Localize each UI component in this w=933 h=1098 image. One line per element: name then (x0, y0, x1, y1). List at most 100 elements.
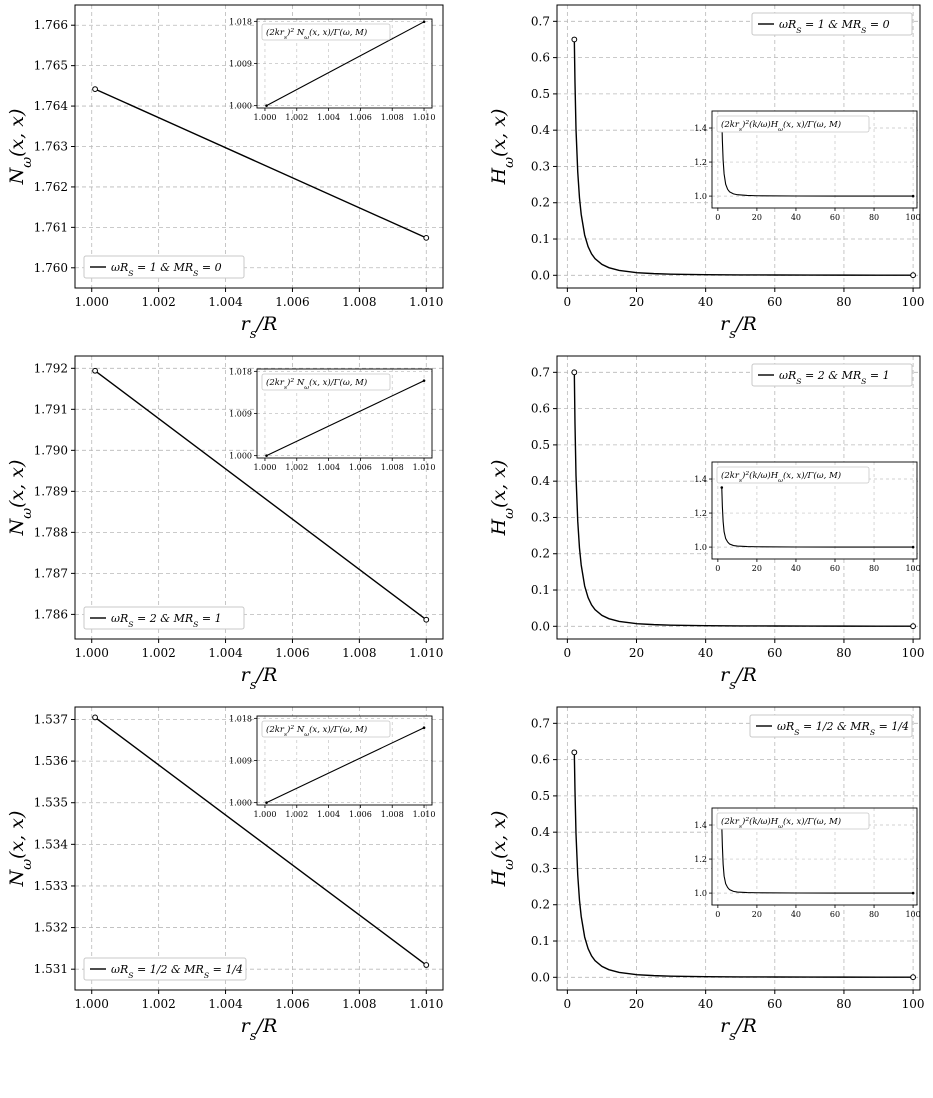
inset-x-tick-label: 100 (905, 910, 920, 919)
inset-legend-label: (2krs)2(k/ω)Hω(x, x)/Γ(ω, M) (721, 470, 841, 484)
x-tick-label: 1.000 (75, 295, 109, 309)
y-tick-label: 1.763 (34, 140, 68, 154)
x-tick-label: 60 (767, 646, 782, 660)
plot-frame (556, 706, 921, 991)
inset-x-tick-label: 0 (715, 564, 720, 573)
panel-H-3: 0 20 40 60 80 100 0.0 0.1 0.2 0.3 0.4 0.5 0.6 0.7 rs/R… (488, 706, 925, 1044)
x-tick-label: 1.008 (342, 295, 376, 309)
x-tick-label: 1.004 (208, 997, 243, 1011)
y-tick-label: 0.3 (531, 861, 550, 875)
y-tick-label: 1.789 (34, 484, 68, 498)
y-tick-label: 0.4 (531, 474, 550, 488)
inset-frame (256, 715, 433, 806)
inset-y-tick-label: 1.2 (694, 158, 707, 167)
inset-y-tick-label: 1.2 (694, 509, 707, 518)
inset-y-tick-label: 1.009 (229, 60, 252, 69)
legend-label: ωRS = 2 & MRS = 1 (111, 612, 222, 629)
y-tick-label: 1.762 (34, 180, 68, 194)
inset-x-tick-label: 0 (715, 213, 720, 222)
inset-x-tick-label: 1.008 (381, 113, 404, 122)
y-tick-label: 1.531 (34, 962, 68, 976)
inset-data-point (911, 891, 915, 895)
data-point (571, 749, 578, 756)
x-axis-label: rs/R (720, 1015, 757, 1044)
inset-data-point (422, 379, 426, 383)
legend: ωRS = 2 & MRS = 1 (83, 606, 245, 630)
data-point (910, 974, 916, 981)
inset-y-tick-label: 1.4 (694, 475, 707, 484)
inset-data-point (720, 486, 724, 489)
inset-x-tick-label: 20 (752, 564, 762, 573)
y-tick-label: 0.2 (531, 547, 550, 561)
y-tick-label: 1.761 (34, 220, 68, 234)
inset-x-tick-label: 1.000 (254, 463, 277, 472)
series-line (94, 88, 427, 239)
data-point (423, 962, 430, 968)
series-line (573, 752, 914, 978)
inset-y-tick-label: 1.2 (694, 855, 707, 864)
x-tick-label: 1.010 (409, 646, 443, 660)
inset-y-tick-label: 1.018 (229, 714, 252, 723)
y-tick-label: 0.5 (531, 438, 550, 452)
x-tick-label: 40 (698, 295, 713, 309)
inset-x-tick-label: 1.010 (413, 463, 436, 472)
inset-x-tick-label: 1.008 (381, 810, 404, 819)
x-tick-label: 1.002 (141, 295, 175, 309)
data-point (92, 714, 98, 721)
inset-legend-box (716, 466, 870, 484)
inset-legend-label: (2krs)2 Nω(x, x)/Γ(ω, M) (266, 377, 367, 391)
inset-x-tick-label: 80 (869, 213, 879, 222)
inset-x-tick-label: 1.010 (413, 113, 436, 122)
x-tick-label: 0 (564, 646, 572, 660)
y-tick-label: 0.0 (531, 268, 550, 282)
inset-y-tick-label: 1.018 (229, 367, 252, 376)
x-tick-label: 60 (767, 295, 782, 309)
data-point (910, 623, 916, 630)
y-tick-label: 0.1 (531, 934, 550, 948)
inset-data-point (265, 801, 268, 804)
inset-x-tick-label: 1.006 (349, 113, 372, 122)
panel-H-1: 0 20 40 60 80 100 0.0 0.1 0.2 0.3 0.4 0.5 0.6 0.7 rs/R… (488, 4, 925, 342)
y-tick-label: 1.537 (34, 712, 68, 726)
inset: 1.000 1.002 1.004 1.006 1.008 1.010 1.000 1.009… (229, 367, 435, 472)
y-tick-label: 1.535 (34, 796, 68, 810)
x-tick-label: 1.010 (409, 295, 443, 309)
inset-y-tick-label: 1.4 (694, 821, 707, 830)
x-tick-label: 1.004 (208, 295, 243, 309)
legend-box (749, 714, 913, 738)
data-point (423, 234, 430, 241)
y-tick-label: 0.3 (531, 159, 550, 173)
legend: ωRS = 1/2 & MRS = 1/4 (749, 714, 913, 738)
y-tick-label: 1.791 (34, 402, 68, 416)
inset-legend-label: (2krs)2 Nω(x, x)/Γ(ω, M) (266, 27, 367, 41)
inset: 1.000 1.002 1.004 1.006 1.008 1.010 1.000 1.009… (229, 714, 435, 819)
inset-x-tick-label: 40 (791, 564, 801, 573)
y-tick-label: 0.4 (531, 825, 550, 839)
inset-y-tick-label: 1.0 (694, 543, 707, 552)
inset-series-line (721, 487, 914, 548)
legend: ωRS = 1/2 & MRS = 1/4 (83, 957, 247, 981)
y-tick-label: 0.1 (531, 232, 550, 246)
x-tick-label: 80 (836, 997, 851, 1011)
y-tick-label: 1.533 (34, 879, 68, 893)
inset-x-tick-label: 1.002 (285, 113, 308, 122)
legend: ωRS = 2 & MRS = 1 (751, 363, 913, 387)
inset-series-line (721, 825, 914, 894)
inset-x-tick-label: 60 (830, 910, 840, 919)
x-tick-label: 20 (629, 997, 644, 1011)
y-tick-label: 0.7 (531, 14, 550, 28)
x-axis-label: rs/R (720, 313, 757, 342)
y-tick-label: 0.7 (531, 365, 550, 379)
inset-x-tick-label: 1.000 (254, 113, 277, 122)
y-tick-label: 1.760 (34, 261, 68, 275)
plot-frame (74, 706, 444, 991)
x-tick-label: 1.000 (75, 646, 109, 660)
y-tick-label: 1.764 (34, 99, 69, 113)
inset-data-point (422, 726, 426, 730)
inset-x-tick-label: 80 (869, 564, 879, 573)
inset-x-tick-label: 1.008 (381, 463, 404, 472)
panel-N-3: 1.000 1.002 1.004 1.006 1.008 1.010 1.531 1.532… (6, 706, 444, 1044)
x-tick-label: 1.008 (342, 646, 376, 660)
y-tick-label: 0.6 (531, 753, 550, 767)
